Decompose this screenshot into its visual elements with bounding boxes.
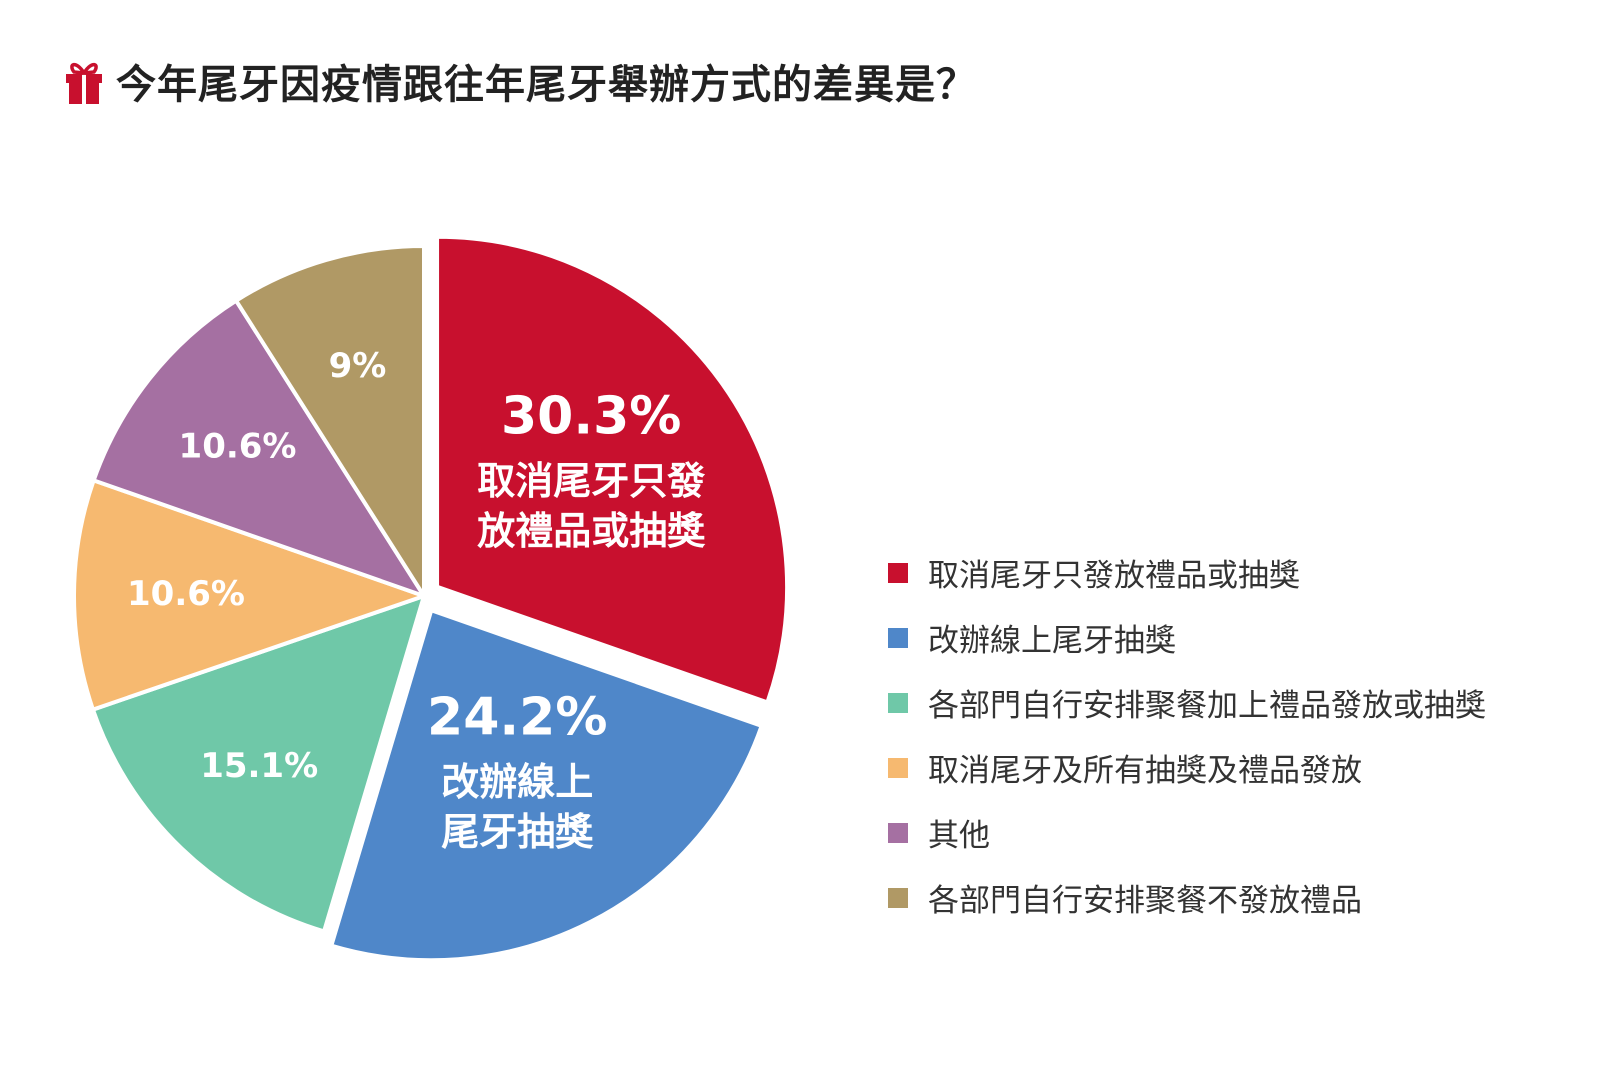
legend-swatch [888,627,908,648]
pie-slice-4 [72,478,426,712]
legend-item: 各部門自行安排聚餐加上禮品發放或抽獎 [888,670,1486,735]
slice-category-label: 改辦線上 [441,760,593,804]
slice-value-label: 9% [329,346,387,386]
legend-swatch [888,887,908,908]
pie-slice-3 [90,594,426,934]
legend-label: 改辦線上尾牙抽獎 [928,623,1176,659]
slice-category-label: 放禮品或抽獎 [477,509,706,553]
legend-label: 其他 [928,818,990,854]
pie-slice-1 [435,234,789,705]
legend-swatch [888,692,908,713]
legend-item: 各部門自行安排聚餐不發放禮品 [888,865,1486,930]
legend-item: 其他 [888,800,1486,865]
slice-category-label: 尾牙抽獎 [441,810,594,854]
chart-header: 今年尾牙因疫情跟往年尾牙舉辦方式的差異是？ [64,52,977,110]
slice-value-label: 15.1% [200,746,318,786]
slice-category-label: 取消尾牙只發 [477,459,705,503]
slice-value-label: 10.6% [127,574,245,614]
pie-slice-5 [91,298,426,598]
pie-slice-labels: 30.3% 取消尾牙只發放禮品或抽獎 24.2% 改辦線上尾牙抽獎 15.1% 10.6%… [127,346,706,854]
pie-slice-6 [234,244,426,598]
slice-value-label: 30.3% [501,386,681,446]
legend-swatch [888,822,908,843]
legend-label: 取消尾牙及所有抽獎及禮品發放 [928,753,1362,789]
gift-icon [66,62,102,104]
slice-value-label: 10.6% [179,427,297,467]
legend-label: 各部門自行安排聚餐加上禮品發放或抽獎 [928,688,1486,724]
pie-slices [72,234,789,963]
pie-slice-2 [329,608,764,963]
legend-label: 各部門自行安排聚餐不發放禮品 [928,883,1362,919]
legend-swatch [888,757,908,778]
legend-label: 取消尾牙只發放禮品或抽獎 [928,558,1300,594]
legend-item: 取消尾牙只發放禮品或抽獎 [888,540,1486,605]
slice-value-label: 24.2% [427,688,607,748]
chart-legend: 取消尾牙只發放禮品或抽獎 改辦線上尾牙抽獎各部門自行安排聚餐加上禮品發放或抽獎 取消… [888,540,1486,930]
legend-swatch [888,562,908,583]
chart-title: 今年尾牙因疫情跟往年尾牙舉辦方式的差異是？ [116,62,977,108]
legend-item: 取消尾牙及所有抽獎及禮品發放 [888,735,1486,800]
legend-item: 改辦線上尾牙抽獎 [888,605,1486,670]
